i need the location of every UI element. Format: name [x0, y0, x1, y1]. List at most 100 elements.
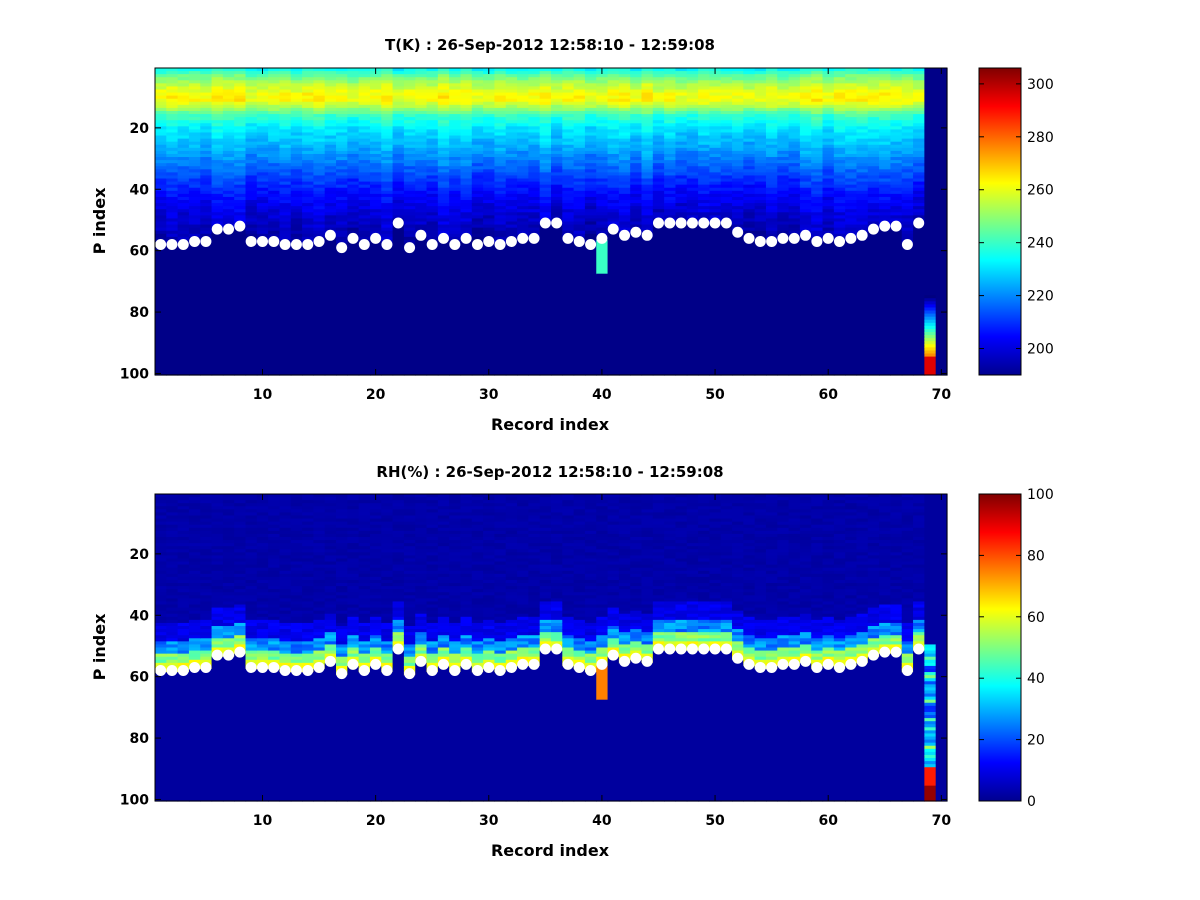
heatmap-cell — [313, 555, 326, 560]
heatmap-cell — [324, 644, 337, 649]
heatmap-cell — [155, 68, 167, 72]
heatmap-cell — [437, 190, 450, 195]
heatmap-cell — [686, 147, 699, 152]
heatmap-cell — [494, 190, 507, 195]
heatmap-cell — [630, 77, 643, 81]
heatmap-cell — [822, 230, 835, 235]
heatmap-cell — [528, 135, 541, 140]
heatmap-cell — [381, 83, 394, 88]
heatmap-cell — [483, 200, 496, 204]
heatmap-cell — [313, 166, 326, 170]
heatmap-cell — [211, 141, 224, 146]
heatmap-cell — [290, 509, 303, 514]
heatmap-cell — [641, 101, 654, 106]
heatmap-cell — [381, 95, 394, 100]
heatmap-cell — [890, 101, 903, 106]
heatmap-cell — [517, 71, 529, 75]
heatmap-cell — [302, 555, 314, 560]
heatmap-cell — [505, 178, 518, 186]
heatmap-cell — [290, 647, 303, 652]
heatmap-cell — [279, 659, 292, 664]
heatmap-cell — [720, 163, 733, 167]
heatmap-cell — [290, 200, 303, 204]
heatmap-cell — [302, 169, 314, 173]
heatmap-cell — [166, 494, 179, 498]
heatmap-cell — [652, 150, 665, 155]
heatmap-cell — [856, 132, 869, 137]
heatmap-cell — [166, 592, 179, 596]
heatmap-cell — [256, 506, 269, 510]
heatmap-cell — [222, 567, 235, 572]
heatmap-cell — [664, 144, 677, 149]
heatmap-cell — [720, 215, 733, 220]
heatmap-cell — [607, 104, 620, 109]
heatmap-cell — [675, 181, 688, 186]
heatmap-cell — [879, 175, 892, 180]
heatmap-cell — [551, 147, 563, 152]
heatmap-cell — [358, 552, 371, 556]
heatmap-cell — [234, 552, 247, 556]
heatmap-cell — [302, 515, 314, 520]
heatmap-cell — [336, 110, 348, 115]
heatmap-cell — [268, 598, 281, 603]
heatmap-cell — [313, 92, 326, 97]
heatmap-cell — [483, 181, 496, 186]
heatmap-cell — [336, 576, 348, 581]
heatmap-cell — [483, 224, 496, 229]
heatmap-cell — [551, 77, 563, 81]
heatmap-cell — [358, 206, 371, 210]
heatmap-cell — [505, 200, 518, 207]
heatmap-cell — [573, 221, 586, 226]
heatmap-cell — [630, 95, 643, 100]
heatmap-cell — [347, 536, 360, 541]
heatmap-cell — [166, 558, 179, 563]
heatmap-cell — [347, 503, 360, 507]
heatmap-cell — [562, 175, 575, 183]
heatmap-cell — [166, 644, 179, 649]
heatmap-cell — [415, 236, 428, 376]
heatmap-cell — [562, 120, 575, 124]
heatmap-cell — [743, 80, 756, 84]
heatmap-cell — [347, 153, 360, 158]
heatmap-cell — [833, 101, 846, 106]
heatmap-cell — [528, 215, 541, 220]
heatmap-cell — [437, 163, 450, 167]
heatmap-cell — [347, 150, 360, 155]
heatmap-cell — [788, 230, 801, 235]
heatmap-cell — [234, 184, 247, 189]
heatmap-cell — [358, 598, 371, 603]
heatmap-cell — [901, 230, 914, 235]
heatmap-cell — [483, 92, 496, 97]
heatmap-cell — [879, 215, 892, 220]
heatmap-cell — [573, 95, 586, 100]
heatmap-cell — [324, 518, 337, 523]
heatmap-cell — [641, 163, 654, 167]
heatmap-cell — [584, 212, 597, 216]
heatmap-cell — [596, 104, 609, 109]
heatmap-cell — [358, 123, 371, 127]
heatmap-cell — [845, 200, 858, 204]
heatmap-cell — [845, 104, 858, 109]
heatmap-cell — [403, 71, 416, 75]
heatmap-cell — [517, 166, 529, 170]
heatmap-cell — [607, 206, 620, 210]
heatmap-cell — [336, 604, 348, 609]
heatmap-cell — [607, 160, 620, 164]
heatmap-cell — [437, 150, 450, 155]
heatmap-cell — [347, 635, 360, 639]
heatmap-cell — [268, 193, 281, 198]
heatmap-cell — [290, 218, 303, 223]
heatmap-cell — [336, 546, 348, 550]
heatmap-cell — [222, 120, 235, 124]
heatmap-cell — [336, 95, 348, 100]
heatmap-cell — [630, 175, 643, 180]
heatmap-cell — [618, 212, 631, 216]
heatmap-cell — [460, 104, 473, 109]
heatmap-cell — [528, 212, 541, 216]
heatmap-cell — [607, 200, 620, 204]
heatmap-cell — [381, 246, 394, 376]
heatmap-cell — [188, 607, 201, 612]
heatmap-cell — [313, 169, 326, 177]
heatmap-cell — [630, 163, 643, 167]
heatmap-cell — [369, 110, 382, 115]
